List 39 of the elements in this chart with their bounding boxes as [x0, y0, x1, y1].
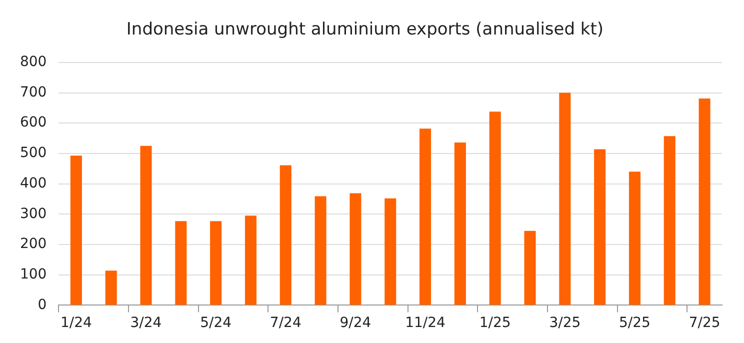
- x-tick-label: 7/25: [688, 315, 720, 332]
- bar: [175, 221, 187, 305]
- x-tick-label: 1/24: [60, 315, 92, 332]
- bar: [350, 193, 362, 305]
- y-tick-label: 700: [20, 84, 47, 100]
- bar: [280, 165, 292, 305]
- bar: [664, 136, 676, 305]
- y-tick-label: 100: [20, 266, 47, 282]
- x-tick-label: 3/24: [130, 315, 162, 332]
- bar: [105, 270, 117, 305]
- y-tick-label: 300: [20, 206, 47, 222]
- bar: [210, 221, 222, 305]
- bar: [454, 142, 466, 305]
- bar: [420, 128, 432, 305]
- y-tick-label: 500: [20, 145, 47, 162]
- bar: [244, 216, 256, 305]
- bar: [314, 196, 326, 305]
- y-tick-label: 400: [20, 175, 47, 192]
- x-tick-label: 7/24: [270, 315, 302, 332]
- bar: [628, 172, 640, 305]
- x-tick-label: 9/24: [340, 315, 372, 332]
- bar: [70, 156, 82, 305]
- y-tick-label: 0: [38, 296, 47, 313]
- y-tick-label: 200: [20, 236, 47, 252]
- bar: [594, 149, 606, 305]
- x-tick-label: 5/24: [200, 315, 232, 332]
- bar: [140, 146, 152, 305]
- x-tick-label: 11/24: [405, 315, 446, 332]
- y-tick-label: 800: [20, 54, 47, 70]
- bar: [384, 198, 396, 305]
- x-tick-label: 5/25: [619, 315, 650, 332]
- bar: [698, 98, 710, 305]
- x-tick-label: 3/25: [549, 315, 581, 332]
- bar: [489, 112, 501, 305]
- chart-title: Indonesia unwrought aluminium exports (annualised kt): [126, 20, 604, 40]
- x-tick-label: 1/25: [479, 315, 511, 332]
- bar: [524, 230, 536, 305]
- bar: [559, 92, 571, 305]
- y-tick-label: 600: [20, 114, 47, 131]
